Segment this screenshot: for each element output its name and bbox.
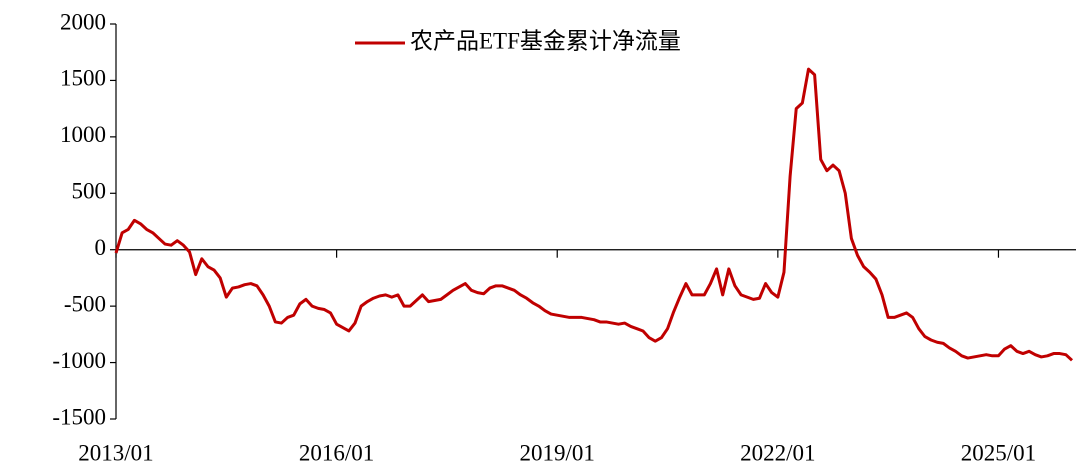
x-tick-label: 2016/01 — [299, 440, 374, 465]
legend-label: 农产品ETF基金累计净流量 — [410, 28, 681, 53]
y-tick-label: -1500 — [52, 404, 106, 429]
x-tick-label: 2022/01 — [740, 440, 815, 465]
x-tick-label: 2019/01 — [520, 440, 595, 465]
y-tick-label: 0 — [95, 235, 107, 260]
data-line — [114, 67, 1074, 362]
y-tick-label: 500 — [72, 179, 107, 204]
y-tick-label: -1000 — [52, 348, 106, 373]
y-tick-label: 1000 — [60, 122, 106, 147]
x-tick-label: 2025/01 — [961, 440, 1036, 465]
y-tick-label: 2000 — [60, 9, 106, 34]
x-tick-label: 2013/01 — [78, 440, 153, 465]
y-tick-label: -500 — [64, 291, 106, 316]
y-tick-label: 1500 — [60, 66, 106, 91]
